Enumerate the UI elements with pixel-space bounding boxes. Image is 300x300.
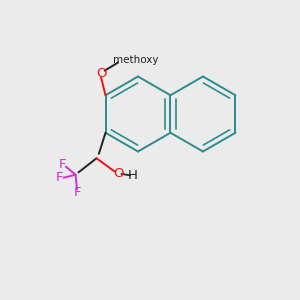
Text: F: F	[73, 186, 81, 199]
Text: H: H	[128, 169, 137, 182]
Text: F: F	[59, 158, 67, 171]
Text: F: F	[56, 171, 64, 184]
Text: methoxy: methoxy	[113, 55, 159, 64]
Text: O: O	[113, 167, 123, 180]
Text: O: O	[96, 67, 106, 80]
